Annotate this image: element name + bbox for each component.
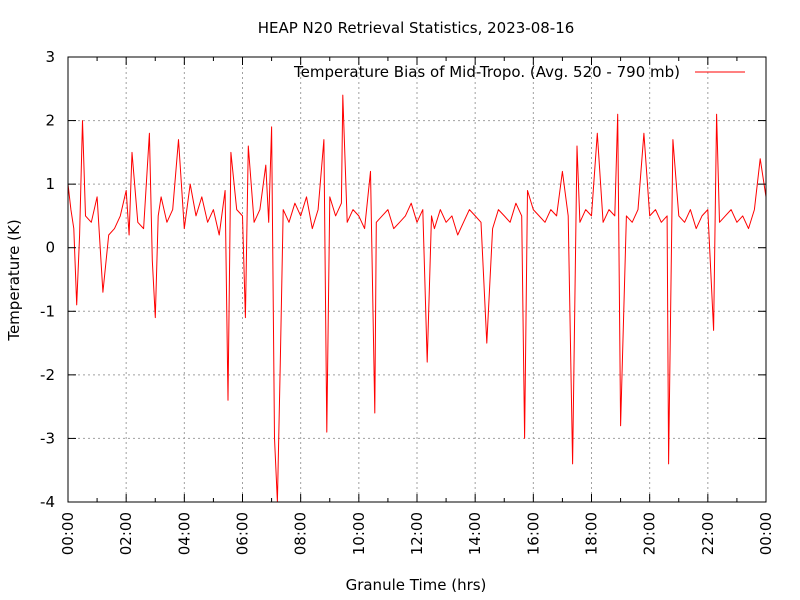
- y-tick-label: 1: [45, 175, 55, 193]
- x-tick-label: 22:00: [699, 512, 717, 555]
- series-line: [67, 94, 767, 503]
- tick-layer: -4 -3 -2 -1 0 1 2 3 00:00 02:00 04:00 06:00 08:00 10:…: [40, 48, 775, 555]
- x-tick-label: 18:00: [583, 512, 601, 555]
- x-tick-label: 00:00: [59, 512, 77, 555]
- y-tick-label: -1: [40, 302, 55, 320]
- x-tick-label: 20:00: [641, 512, 659, 555]
- series-layer: [67, 94, 767, 503]
- x-tick-label: 10:00: [350, 512, 368, 555]
- x-tick-label: 04:00: [175, 512, 193, 555]
- legend-label: Temperature Bias of Mid-Tropo. (Avg. 520…: [293, 63, 680, 81]
- y-tick-label: 2: [45, 112, 55, 130]
- y-tick-label: -3: [40, 429, 55, 447]
- x-tick-label: 12:00: [408, 512, 426, 555]
- y-tick-label: -2: [40, 366, 55, 384]
- grid: [68, 57, 766, 502]
- x-tick-label: 14:00: [466, 512, 484, 555]
- x-tick-label: 02:00: [117, 512, 135, 555]
- y-tick-label: 3: [45, 48, 55, 66]
- chart-title: HEAP N20 Retrieval Statistics, 2023-08-1…: [258, 19, 575, 37]
- x-tick-label: 08:00: [292, 512, 310, 555]
- x-axis-label: Granule Time (hrs): [346, 576, 487, 594]
- y-tick-label: 0: [45, 239, 55, 257]
- y-tick-label: -4: [40, 493, 55, 511]
- x-tick-label: 16:00: [524, 512, 542, 555]
- x-tick-label: 06:00: [234, 512, 252, 555]
- x-tick-label: 00:00: [757, 512, 775, 555]
- y-axis-label: Temperature (K): [5, 219, 23, 341]
